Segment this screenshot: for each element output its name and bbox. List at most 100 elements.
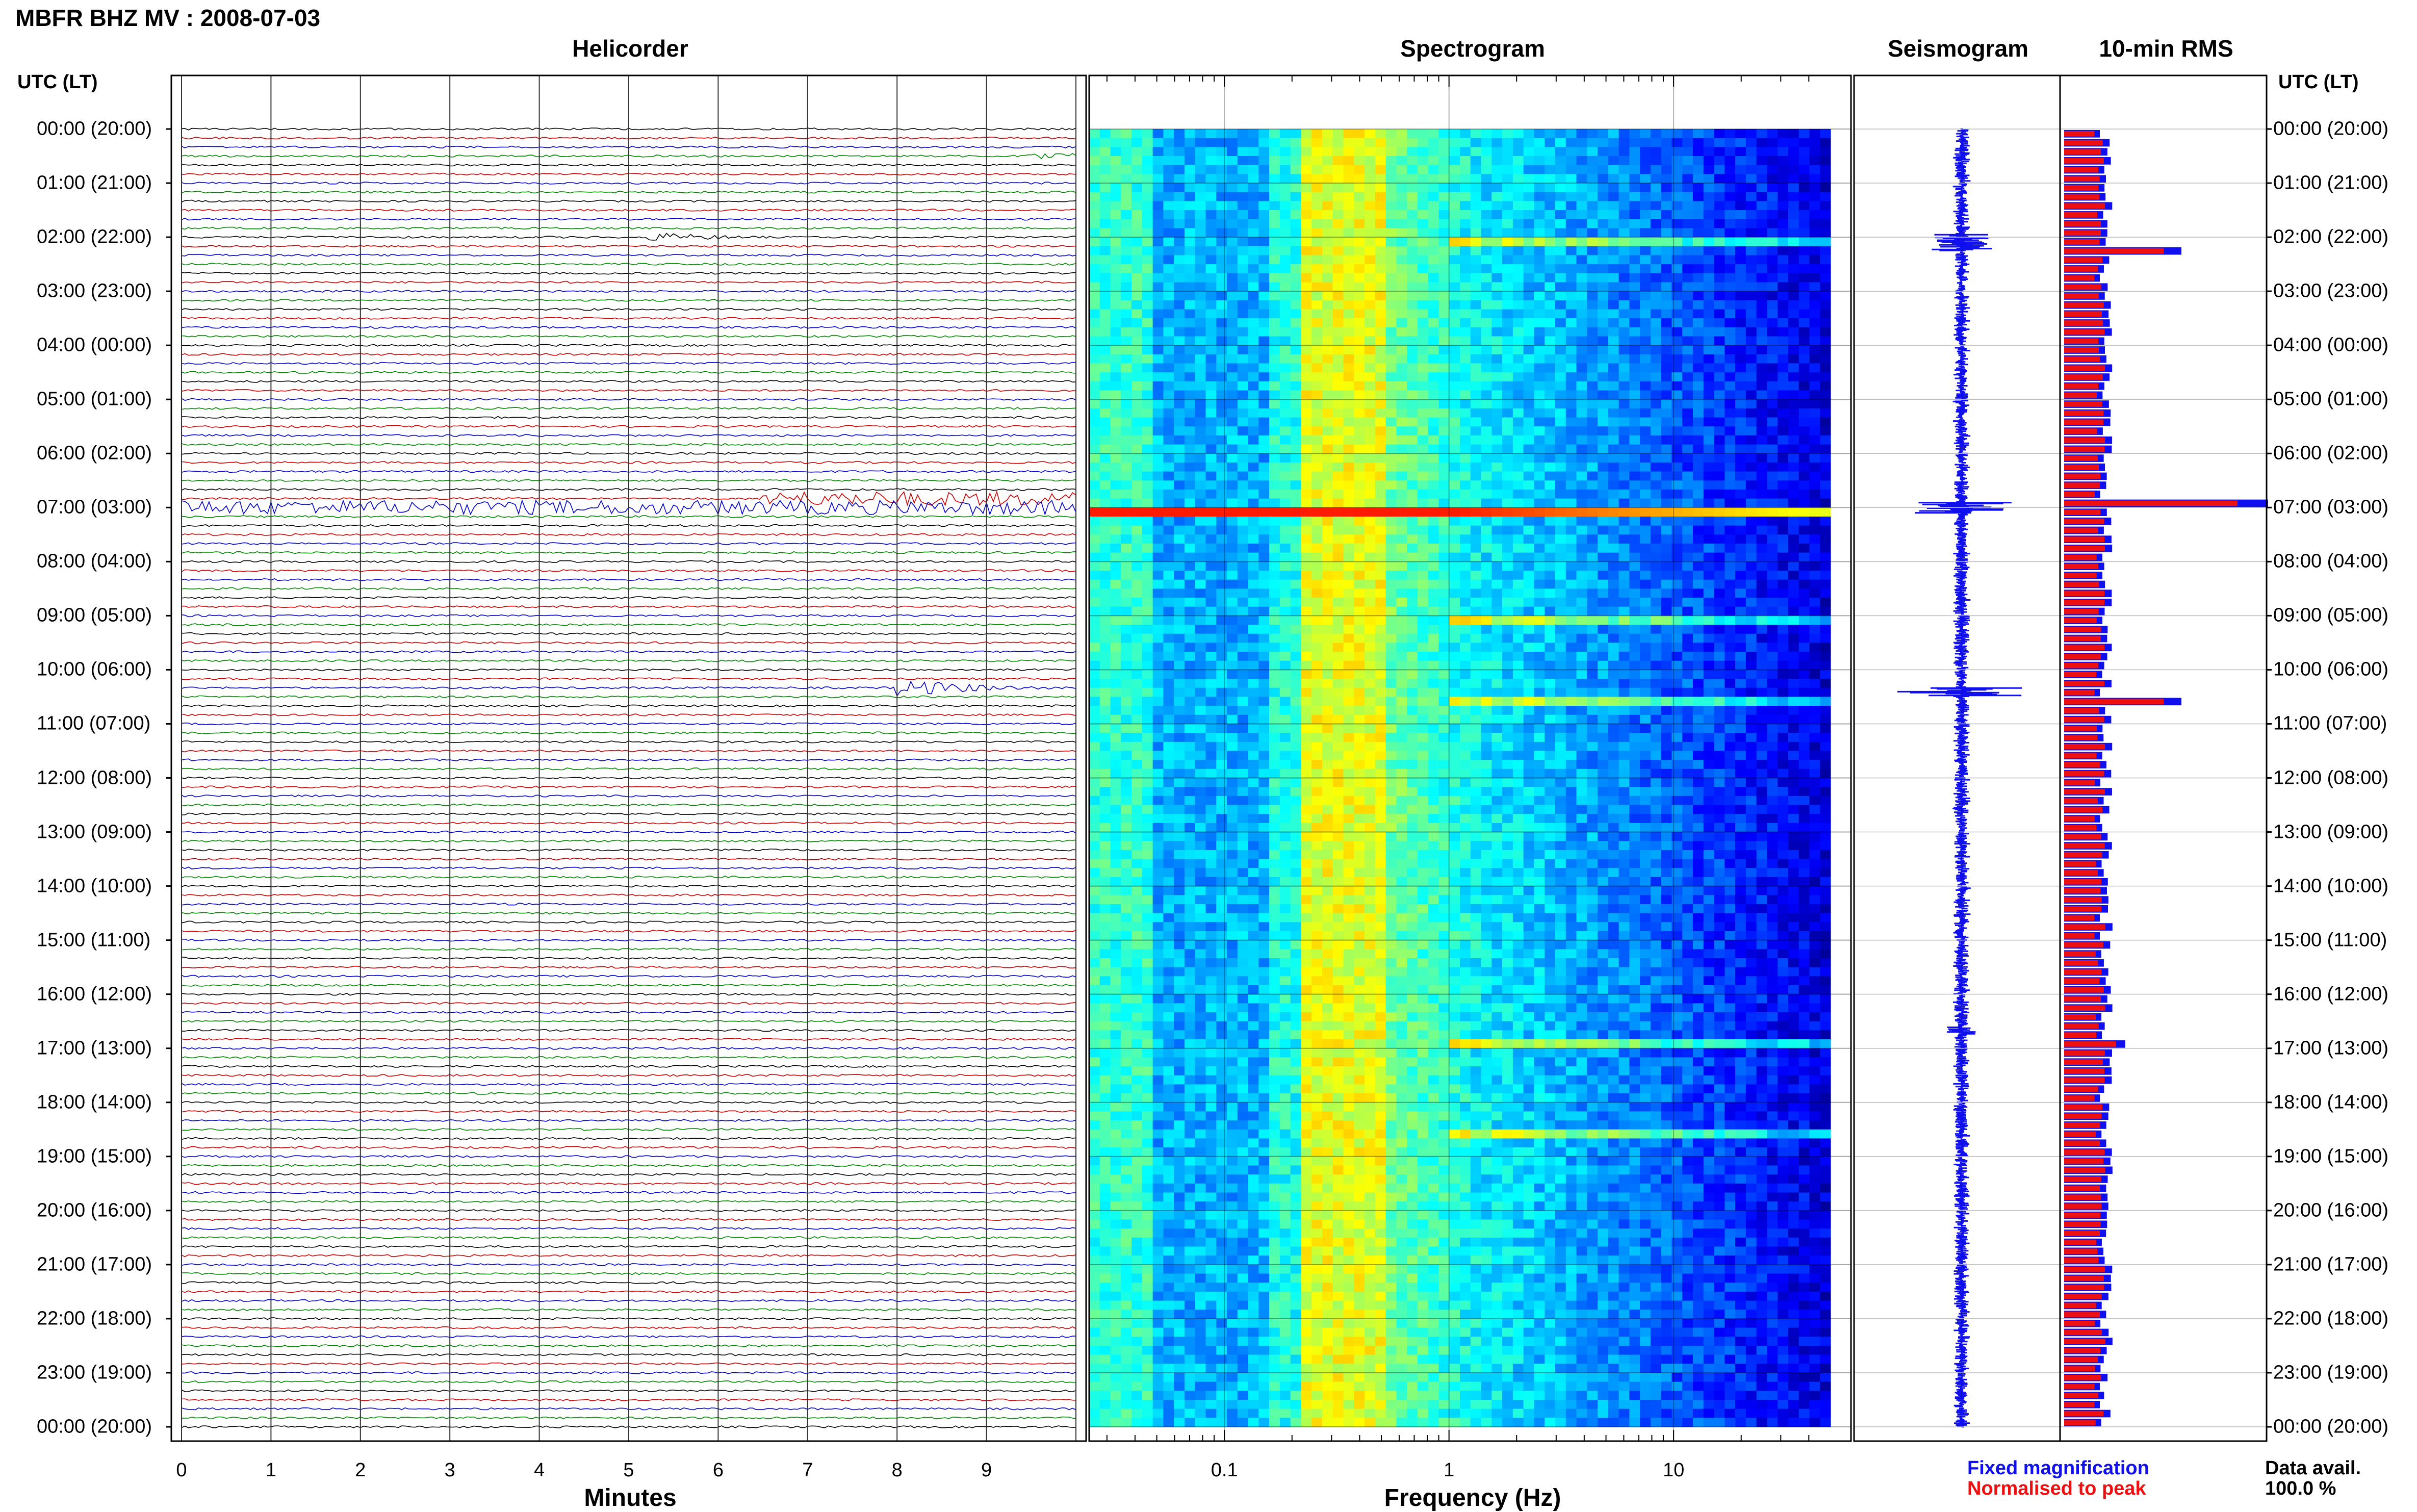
rms-bar-normalised [2064,428,2097,434]
rms-bar-normalised [2064,230,2101,236]
rms-bar-normalised [2064,1095,2095,1101]
rms-bar-normalised [2064,302,2104,308]
rms-bar-normalised [2064,338,2098,344]
rms-bar-normalised [2064,1357,2098,1363]
rms-bar-normalised [2064,194,2099,200]
rms-bar-normalised [2064,924,2105,930]
minute-tick-label: 9 [981,1459,992,1481]
rms-bar-normalised [2064,1023,2099,1029]
rms-bar-normalised [2064,1213,2100,1218]
rms-bar-normalised [2064,131,2095,137]
rms-bar-normalised [2064,438,2105,443]
rms-bar-normalised [2064,455,2098,461]
rms-bar-normalised [2064,834,2101,840]
rms-bar-normalised [2064,1086,2098,1092]
rms-bar-normalised [2064,753,2096,758]
rms-bar-normalised [2064,1294,2102,1299]
rms-bar-normalised [2064,140,2103,146]
legend-fixed-magnification: Fixed magnification [1967,1457,2149,1479]
rms-bar-normalised [2064,951,2096,957]
rms-bar-normalised [2064,1402,2095,1407]
rms-bar-normalised [2064,509,2100,515]
rms-bar-normalised [2064,167,2098,173]
rms-bar-normalised [2064,726,2097,731]
rms-bar-normalised [2064,672,2096,677]
rms-bar-normalised [2064,257,2102,263]
minute-tick-label: 4 [534,1459,545,1481]
rms-bar-normalised [2064,1105,2102,1110]
rms-bar-normalised [2064,897,2102,903]
rms-bar-normalised [2064,996,2101,1002]
rms-bar-normalised [2064,798,2098,804]
rms-bar-normalised [2064,663,2098,669]
rms-bar-normalised [2064,1384,2095,1390]
data-availability-value: 100.0 % [2265,1478,2336,1500]
rms-bar-normalised [2064,906,2101,912]
rms-bar-normalised [2064,1375,2101,1380]
rms-bar-normalised [2064,1014,2096,1020]
rms-bar-normalised [2064,609,2099,614]
rms-bar-normalised [2064,284,2101,290]
rms-bar-normalised [2064,1321,2095,1326]
minute-tick-label: 6 [713,1459,724,1481]
rms-bar-normalised [2064,1249,2097,1254]
data-availability-label: Data avail. [2265,1457,2361,1479]
rms-bar-normalised [2064,447,2104,452]
rms-bar-normalised [2064,158,2104,164]
rms-bar-normalised [2064,411,2104,416]
rms-bar-normalised [2064,347,2099,353]
rms-bar-normalised [2064,185,2098,191]
rms-bar-normalised [2064,582,2099,587]
rms-bar-normalised [2064,1113,2102,1119]
rms-bar-normalised [2064,1176,2101,1182]
rms-bar-normalised [2064,933,2095,939]
rms-bar-normalised [2064,1078,2104,1083]
rms-bar-normalised [2064,555,2097,560]
rms-bar-normalised [2064,1222,2101,1227]
rms-bar-normalised [2064,329,2105,335]
rms-bar-normalised [2064,1068,2104,1074]
rms-bar-normalised [2064,1159,2103,1164]
rms-bar-normalised [2064,645,2104,650]
minute-tick-label: 2 [355,1459,366,1481]
rms-bar-normalised [2064,1393,2098,1398]
rms-bar-normalised [2064,474,2100,479]
rms-bar-normalised [2064,401,2102,407]
rms-bar-normalised [2064,311,2102,317]
rms-bar-normalised [2064,1366,2095,1371]
rms-bar-normalised [2064,248,2164,254]
rms-bar-normalised [2064,1132,2096,1137]
rms-bar-normalised [2064,852,2102,858]
rms-bar-normalised [2064,536,2104,542]
minute-tick-label: 5 [623,1459,634,1481]
rms-bar-normalised [2064,699,2164,704]
rms-bar-normalised [2064,1231,2100,1236]
rms-bar-normalised [2064,960,2098,966]
rms-bar-normalised [2064,1312,2100,1317]
minute-tick-label: 3 [445,1459,455,1481]
rms-bar-normalised [2064,1339,2105,1344]
rms-bar-normalised [2064,681,2104,686]
rms-bar-normalised [2064,573,2097,578]
rms-bar-normalised [2064,1005,2105,1011]
rms-bar-normalised [2064,212,2097,218]
rms-bar-normalised [2064,789,2105,795]
rms-bar-normalised [2064,1149,2105,1155]
rms-bar-normalised [2064,735,2098,740]
rms-bar-normalised [2064,807,2102,813]
rms-bar-normalised [2064,1258,2099,1263]
rms-bar-normalised [2064,1330,2102,1336]
rms-bar-normalised [2064,978,2099,984]
rms-bar-normalised [2064,1240,2096,1245]
rms-bar-normalised [2064,1276,2104,1282]
rms-bar-normalised [2064,239,2099,245]
frequency-tick-label: 0.1 [1211,1459,1238,1481]
frequency-tick-label: 10 [1663,1459,1684,1481]
rms-bar-normalised [2064,708,2099,713]
rms-bar-normalised [2064,393,2097,398]
rms-bar-normalised [2064,293,2099,299]
rms-bar-normalised [2064,203,2105,209]
rms-bar-normalised [2064,1194,2101,1200]
rms-bar-normalised [2064,825,2096,831]
rms-bar-normalised [2064,1050,2105,1056]
